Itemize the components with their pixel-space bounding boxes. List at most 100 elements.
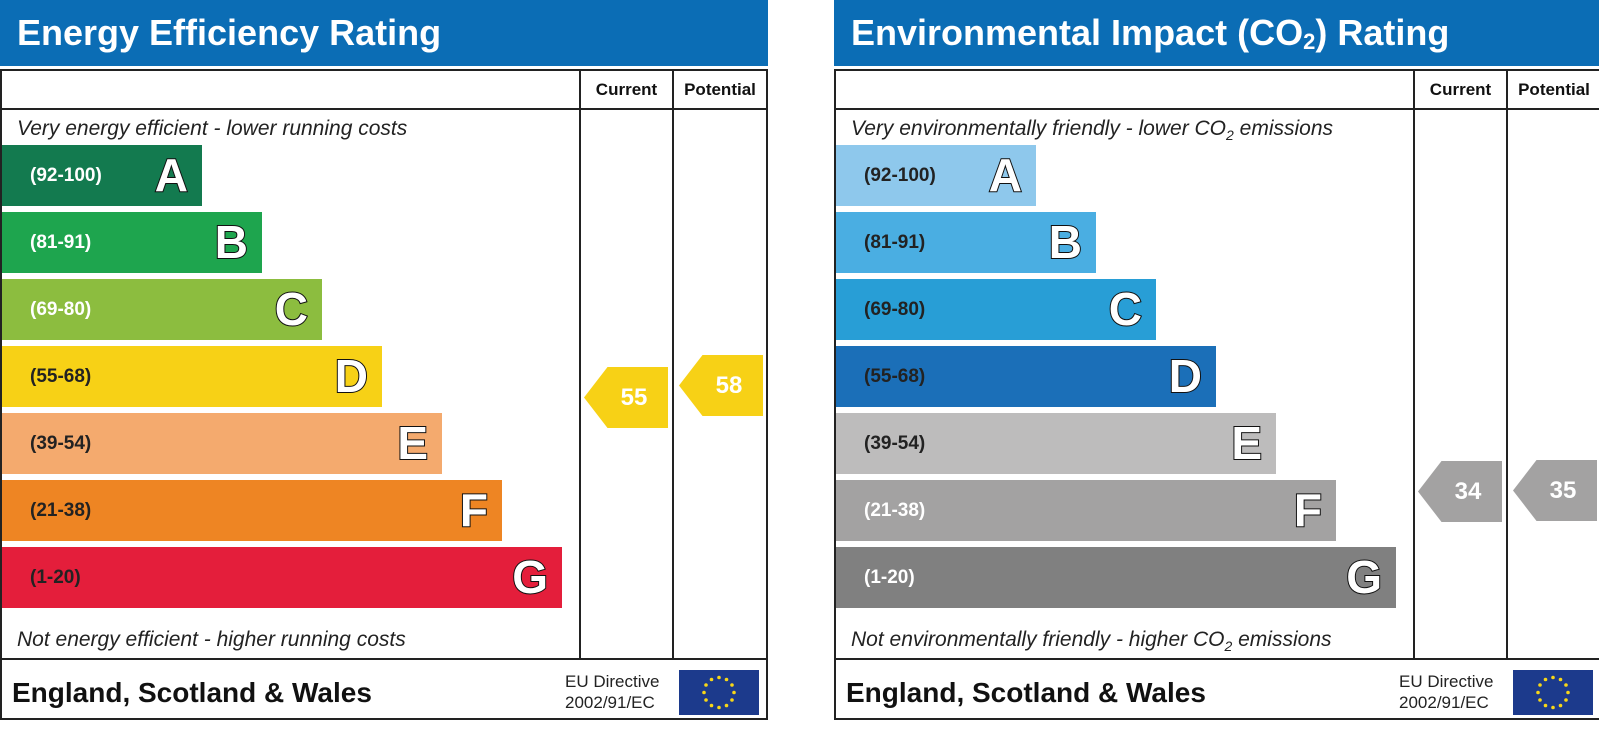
band-range-label: (69-80) xyxy=(864,299,926,320)
energy-band-e: (39-54) E xyxy=(2,413,442,474)
environmental-potential-value: 35 xyxy=(1549,477,1577,504)
energy-efficiency-panel: Energy Efficiency Rating Current Potenti… xyxy=(0,0,768,720)
band-letter: G xyxy=(511,550,549,604)
eu-directive-text: EU Directive 2002/91/EC xyxy=(565,671,659,713)
eu-star-icon xyxy=(1551,705,1555,710)
band-range-label: (92-100) xyxy=(30,165,102,186)
divider xyxy=(2,658,766,660)
region-label: England, Scotland & Wales xyxy=(846,677,1206,708)
eu-directive-line: EU Directive xyxy=(565,672,660,691)
current-column-header: Current xyxy=(1429,80,1492,99)
eu-star-icon xyxy=(724,677,729,682)
eu-star-icon xyxy=(1543,677,1548,682)
band-range-label: (69-80) xyxy=(30,299,92,320)
eu-star-icon xyxy=(1543,703,1548,708)
eu-flag-icon xyxy=(679,670,759,715)
environmental-impact-panel: Environmental Impact (CO2) Rating Curren… xyxy=(834,0,1599,720)
energy-band-a: (92-100) A xyxy=(2,145,202,206)
potential-column-header: Potential xyxy=(684,80,756,99)
energy-current-value: 55 xyxy=(620,384,648,411)
eu-star-icon xyxy=(730,698,734,702)
divider xyxy=(1413,71,1415,658)
band-letter: E xyxy=(1230,416,1263,470)
energy-band-g: (1-20) G xyxy=(2,547,562,608)
band-letter: B xyxy=(214,215,249,269)
band-range-label: (1-20) xyxy=(30,567,81,588)
eu-star-icon xyxy=(717,675,721,680)
environmental-band-d: (55-68) D xyxy=(836,346,1216,407)
eu-directive-line: EU Directive xyxy=(1399,672,1494,691)
energy-band-c: (69-80) C xyxy=(2,279,322,340)
band-range-label: (55-68) xyxy=(864,366,926,387)
band-letter: A xyxy=(988,148,1023,202)
band-range-label: (81-91) xyxy=(864,232,926,253)
eu-flag-icon xyxy=(1513,670,1593,715)
eu-star-icon xyxy=(724,703,729,708)
band-letter: B xyxy=(1048,215,1083,269)
band-letter: A xyxy=(154,148,189,202)
environmental-potential-rating-arrow: 35 xyxy=(1513,460,1597,521)
band-range-label: (92-100) xyxy=(864,165,936,186)
divider xyxy=(2,108,766,110)
eu-star-icon xyxy=(1551,675,1555,680)
environmental-band-a: (92-100) A xyxy=(836,145,1036,206)
energy-band-d: (55-68) D xyxy=(2,346,382,407)
environmental-band-e: (39-54) E xyxy=(836,413,1276,474)
energy-top-text: Very energy efficient - lower running co… xyxy=(17,117,408,140)
environmental-header: Environmental Impact (CO2) Rating xyxy=(834,0,1599,66)
band-range-label: (81-91) xyxy=(30,232,92,253)
band-letter: C xyxy=(274,282,309,336)
band-letter: F xyxy=(459,483,489,537)
eu-star-icon xyxy=(717,705,721,710)
band-letter: G xyxy=(1345,550,1383,604)
energy-title: Energy Efficiency Rating xyxy=(17,12,442,53)
energy-potential-value: 58 xyxy=(715,372,743,399)
eu-directive-number: 2002/91/EC xyxy=(565,693,655,712)
eu-directive-text: EU Directive 2002/91/EC xyxy=(1399,671,1493,713)
eu-star-icon xyxy=(1536,690,1540,695)
eu-star-icon xyxy=(709,703,714,708)
energy-chart-frame: Current Potential Very energy efficient … xyxy=(0,69,768,720)
region-label: England, Scotland & Wales xyxy=(12,677,372,708)
potential-column-header: Potential xyxy=(1518,80,1590,99)
environmental-top-text: Very environmentally friendly - lower CO… xyxy=(851,117,1334,144)
eu-star-icon xyxy=(1566,690,1570,695)
eu-star-icon xyxy=(732,690,736,695)
energy-current-rating-arrow: 55 xyxy=(584,367,668,428)
environmental-band-g: (1-20) G xyxy=(836,547,1396,608)
environmental-band-f: (21-38) F xyxy=(836,480,1336,541)
band-range-label: (39-54) xyxy=(30,433,92,454)
environmental-current-rating-arrow: 34 xyxy=(1418,461,1502,522)
environmental-chart-frame: Current Potential Very environmentally f… xyxy=(834,69,1599,720)
environmental-band-b: (81-91) B xyxy=(836,212,1096,273)
band-letter: E xyxy=(396,416,429,470)
band-range-label: (21-38) xyxy=(30,500,92,521)
eu-star-icon xyxy=(702,690,706,695)
environmental-title: Environmental Impact (CO2) Rating xyxy=(851,12,1450,54)
energy-header: Energy Efficiency Rating xyxy=(0,0,768,66)
eu-star-icon xyxy=(1538,683,1542,687)
eu-directive-number: 2002/91/EC xyxy=(1399,693,1489,712)
eu-star-icon xyxy=(1564,698,1568,702)
band-letter: D xyxy=(1168,349,1203,403)
divider xyxy=(1506,71,1508,658)
environmental-current-value: 34 xyxy=(1454,478,1482,505)
energy-band-f: (21-38) F xyxy=(2,480,502,541)
divider xyxy=(579,71,581,658)
divider xyxy=(836,658,1599,660)
band-range-label: (21-38) xyxy=(864,500,926,521)
eu-star-icon xyxy=(709,677,714,682)
band-range-label: (55-68) xyxy=(30,366,92,387)
eu-star-icon xyxy=(704,683,708,687)
eu-star-icon xyxy=(730,683,734,687)
divider xyxy=(672,71,674,658)
energy-bottom-text: Not energy efficient - higher running co… xyxy=(17,628,406,651)
band-letter: F xyxy=(1293,483,1323,537)
eu-star-icon xyxy=(1538,698,1542,702)
current-column-header: Current xyxy=(595,80,658,99)
band-letter: C xyxy=(1108,282,1143,336)
band-letter: D xyxy=(334,349,369,403)
divider xyxy=(836,108,1599,110)
eu-star-icon xyxy=(1558,677,1563,682)
energy-band-b: (81-91) B xyxy=(2,212,262,273)
